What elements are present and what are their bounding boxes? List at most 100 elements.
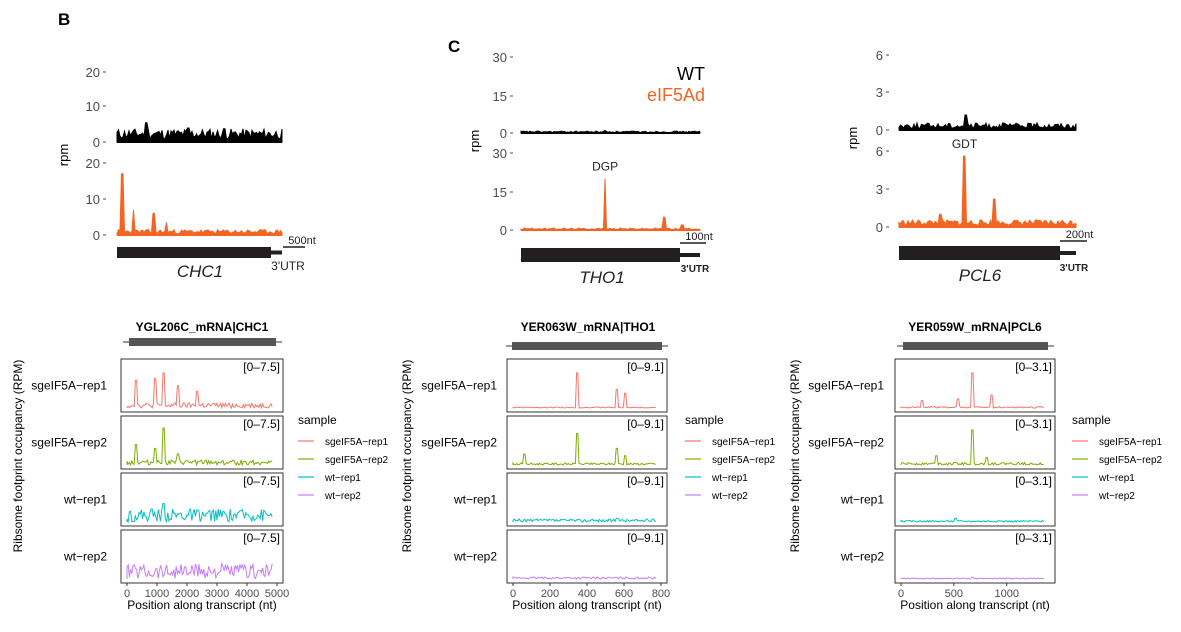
facet-row-label: wt−rep2 (63, 550, 107, 564)
x-tick-label: 0 (898, 588, 904, 600)
facet-profile-sgeIF5A-rep2 (126, 427, 273, 467)
facet-range-label: [0–3.1] (1015, 417, 1052, 431)
tick-label: 0 (93, 135, 100, 150)
facet-panel-1: YER063W_mRNA|THO1 [0–9.1] sgeIF5A−rep1 [0–9… (400, 320, 776, 612)
panel-letter-B: B (58, 10, 70, 29)
tick-label: 30 (493, 146, 507, 161)
y-axis-label: Ribsome footprint occupancy (RPM) (400, 360, 414, 553)
facet-range-label: [0–7.5] (243, 474, 280, 488)
x-tick-label: 400 (578, 588, 596, 600)
gene-name: CHC1 (177, 262, 223, 281)
y-axis-label: rpm (845, 127, 860, 149)
cds-box (521, 248, 680, 262)
legend-entry: wt−rep2 (324, 491, 361, 502)
tick-label: 0 (876, 123, 883, 138)
x-axis-label: Position along transcript (nt) (512, 598, 661, 612)
eif5ad-profile (898, 155, 1077, 228)
utr-label: 3'UTR (271, 259, 305, 273)
facet-range-label: [0–7.5] (243, 417, 280, 431)
facet-box (120, 415, 284, 470)
x-tick-label: 800 (652, 588, 670, 600)
legend-entry: sgeIF5A−rep1 (325, 437, 389, 448)
facet-range-label: [0–7.5] (243, 531, 280, 545)
facet-box (506, 529, 668, 584)
x-tick-label: 200 (541, 588, 559, 600)
facet-row-label: wt−rep1 (453, 493, 497, 507)
top-track-THO1: 30 15 0 30 15 0 rpm DGP 100nt 3'UTR THO1 (467, 50, 713, 287)
tick-label: 15 (493, 89, 507, 104)
facet-profile-wt-rep1 (512, 517, 656, 523)
eif5ad-profile (116, 173, 283, 236)
legend-title: sample (298, 413, 337, 427)
facet-panel-2: YER059W_mRNA|PCL6 [0–3.1] sgeIF5A−rep1 [0–3… (788, 320, 1163, 612)
facet-profile-wt-rep2 (512, 576, 657, 580)
tick-label: 3 (876, 182, 883, 197)
tick-label: 0 (93, 228, 100, 243)
facet-row-label: wt−rep2 (840, 550, 884, 564)
legend-title: sample (685, 413, 724, 427)
facet-row-label: sgeIF5A−rep1 (421, 379, 497, 393)
tick-label: 15 (493, 185, 507, 200)
legend-title: sample (1072, 413, 1111, 427)
legend-entry: wt−rep1 (711, 473, 748, 484)
facet-panel-title: YER059W_mRNA|PCL6 (908, 320, 1042, 334)
facet-box (120, 472, 284, 527)
legend-top-eif5ad: eIF5Ad (647, 85, 705, 105)
scale-bar-label: 200nt (1066, 229, 1094, 241)
tick-label: 0 (500, 126, 507, 141)
facet-profile-wt-rep2 (126, 561, 273, 580)
facet-panel-0: YGL206C_mRNA|CHC1 [0–7.5] sgeIF5A−rep1 [0–7… (11, 320, 389, 612)
facet-range-label: [0–9.1] (627, 360, 664, 374)
peak-label: DGP (592, 160, 618, 174)
facet-range-label: [0–9.1] (627, 531, 664, 545)
y-axis-label: rpm (56, 144, 71, 166)
legend-entry: sgeIF5A−rep2 (712, 455, 776, 466)
legend-entry: sgeIF5A−rep2 (1099, 455, 1163, 466)
legend-entry: wt−rep1 (1098, 473, 1135, 484)
gene-name: PCL6 (959, 266, 1002, 285)
top-track-CHC1: 20 10 0 20 10 0 rpm 500nt 3'UTR CHC1 (56, 65, 316, 281)
facet-range-label: [0–9.1] (627, 417, 664, 431)
top-track-PCL6: 6 3 0 6 3 0 rpm GDT 200nt 3'UTR PCL6 (845, 48, 1093, 285)
tick-label: 3 (876, 85, 883, 100)
transcript-cds (129, 338, 276, 346)
x-tick-label: 3000 (205, 588, 229, 600)
facet-range-label: [0–3.1] (1015, 531, 1052, 545)
facet-profile-wt-rep1 (126, 503, 273, 524)
legend-entry: wt−rep2 (711, 491, 748, 502)
facet-row-label: wt−rep2 (453, 550, 497, 564)
legend-entry: wt−rep2 (1098, 491, 1135, 502)
y-axis-label: Ribsome footprint occupancy (RPM) (788, 360, 802, 553)
wt-profile (898, 114, 1077, 131)
scale-bar-label: 500nt (288, 235, 316, 247)
facet-profile-sgeIF5A-rep1 (900, 372, 1045, 409)
facet-row-label: sgeIF5A−rep1 (31, 379, 107, 393)
facet-row-label: sgeIF5A−rep2 (808, 436, 884, 450)
facet-range-label: [0–3.1] (1015, 474, 1052, 488)
x-tick-label: 0 (510, 588, 516, 600)
legend-entry: sgeIF5A−rep2 (325, 455, 389, 466)
legend-top-wt: WT (677, 64, 705, 84)
x-tick-label: 5000 (265, 588, 289, 600)
facet-row-label: wt−rep1 (63, 493, 107, 507)
tick-label: 10 (86, 192, 100, 207)
gene-name: THO1 (579, 268, 624, 287)
facet-range-label: [0–7.5] (243, 360, 280, 374)
x-tick-label: 1000 (145, 588, 169, 600)
tick-label: 0 (876, 220, 883, 235)
facet-box (894, 472, 1056, 527)
eif5ad-profile (520, 178, 701, 231)
facet-profile-sgeIF5A-rep1 (126, 372, 273, 410)
utr-label: 3'UTR (1060, 263, 1089, 274)
facet-box (894, 358, 1056, 413)
scale-bar-label: 100nt (685, 231, 713, 243)
facet-box (894, 529, 1056, 584)
x-axis-label: Position along transcript (nt) (900, 598, 1049, 612)
transcript-cds (512, 342, 662, 350)
utr-label: 3'UTR (681, 264, 710, 275)
tick-label: 6 (876, 144, 883, 159)
wt-profile (116, 122, 283, 143)
facet-profile-wt-rep1 (900, 517, 1045, 523)
facet-box (506, 415, 668, 470)
tick-label: 20 (86, 65, 100, 80)
